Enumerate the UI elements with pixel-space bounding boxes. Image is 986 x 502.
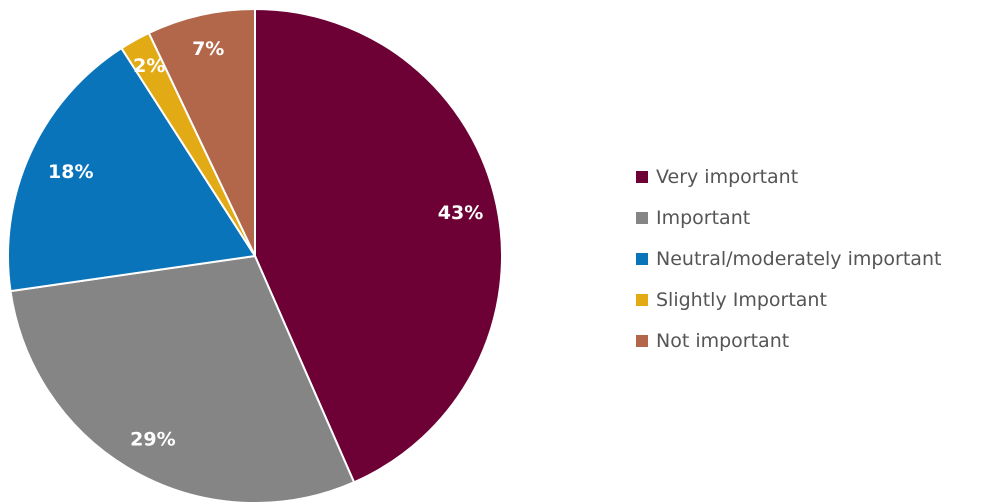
legend-item-not-important: Not important (636, 320, 941, 361)
chart-legend: Very important Important Neutral/moderatel… (636, 156, 941, 361)
data-label-neutral-moderately-important: 18% (48, 161, 93, 183)
legend-label: Not important (656, 329, 790, 352)
legend-swatch-icon (636, 334, 648, 347)
pie-slice-very-important (254, 8, 504, 484)
pie-data-labels: 43% 29% 18% 2% 7% (48, 38, 483, 451)
legend-label: Important (656, 206, 751, 229)
legend-swatch-icon (636, 252, 648, 265)
data-label-not-important: 7% (192, 38, 224, 60)
legend-item-important: Important (636, 197, 941, 238)
legend-label: Slightly Important (656, 288, 827, 311)
legend-swatch-icon (636, 170, 648, 183)
legend-item-slightly-important: Slightly Important (636, 279, 941, 320)
legend-swatch-icon (636, 211, 648, 224)
pie-slice-important (9, 255, 356, 502)
data-label-very-important: 43% (438, 202, 483, 224)
pie-slice-neutral-moderately-important (7, 47, 256, 293)
legend-item-neutral-moderately-important: Neutral/moderately important (636, 238, 941, 279)
pie-slice-not-important (147, 8, 256, 257)
legend-item-very-important: Very important (636, 156, 941, 197)
pie-chart: 43% 29% 18% 2% 7% (7, 8, 504, 502)
data-label-important: 29% (130, 429, 175, 451)
legend-label: Neutral/moderately important (656, 247, 942, 270)
data-label-slightly-important: 2% (133, 55, 165, 77)
legend-swatch-icon (636, 293, 648, 306)
pie-slices (7, 8, 504, 502)
legend-label: Very important (656, 165, 799, 188)
